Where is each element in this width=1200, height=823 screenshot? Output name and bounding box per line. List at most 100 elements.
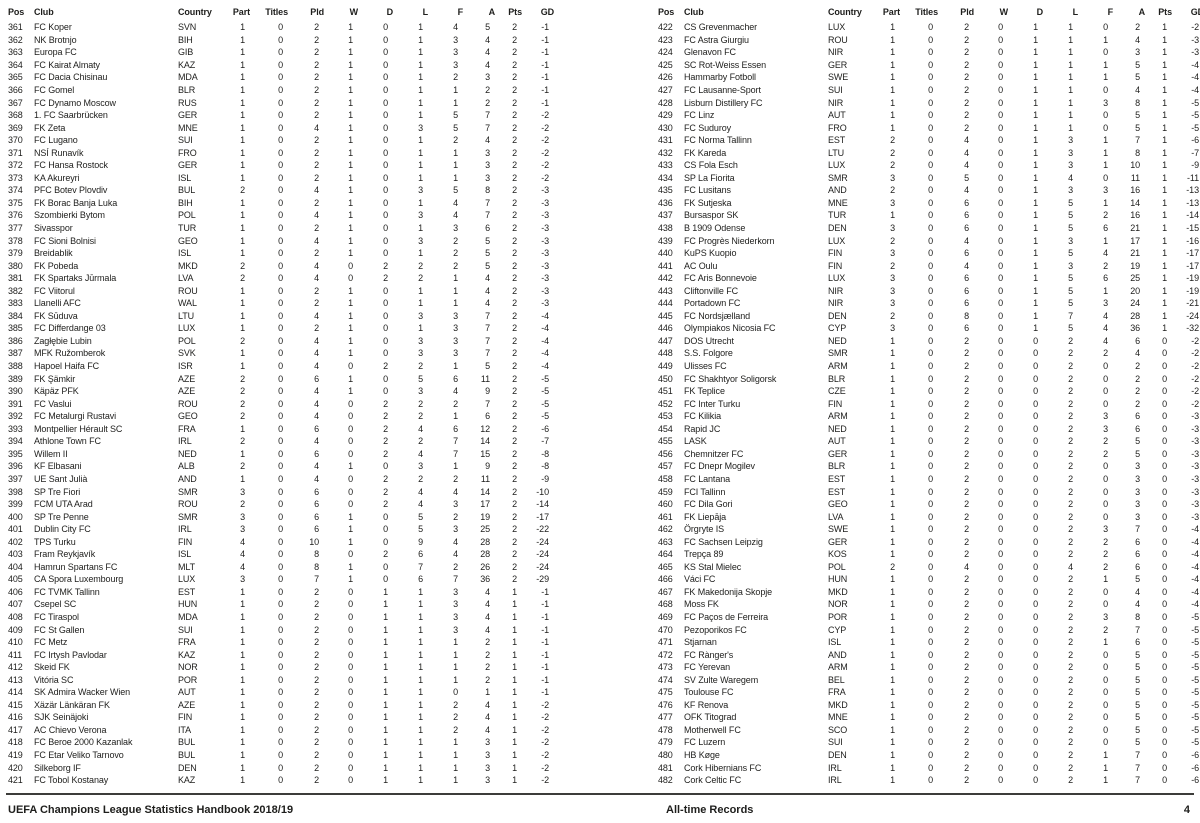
cell-gd: -13 — [1186, 197, 1199, 208]
cell-club: FC Lusitans — [684, 185, 731, 196]
cell-part: 2 — [240, 411, 245, 422]
cell-club: SP La Fiorita — [684, 172, 735, 183]
cell-pld: 2 — [964, 662, 969, 673]
cell-pts: 2 — [512, 210, 517, 221]
cell-gd: -21 — [1186, 298, 1199, 309]
cell-pld: 2 — [314, 285, 319, 296]
cell-country: MLT — [178, 561, 196, 572]
cell-f: 3 — [453, 524, 458, 535]
cell-w: 0 — [348, 549, 353, 560]
cell-club: FC TVMK Tallinn — [34, 586, 100, 597]
cell-country: AZE — [178, 699, 196, 710]
cell-gd: -2 — [541, 122, 549, 133]
cell-pld: 4 — [314, 235, 319, 246]
cell-d: 0 — [1033, 599, 1038, 610]
cell-l: 6 — [418, 549, 423, 560]
cell-f: 0 — [1103, 47, 1108, 58]
cell-f: 1 — [1103, 574, 1108, 585]
cell-club: Cliftonville FC — [684, 285, 739, 296]
cell-pld: 2 — [314, 712, 319, 723]
cell-a: 7 — [1135, 749, 1140, 760]
cell-a: 3 — [485, 749, 490, 760]
cell-titles: 0 — [928, 574, 933, 585]
cell-pld: 6 — [314, 499, 319, 510]
cell-f: 1 — [453, 662, 458, 673]
cell-w: 0 — [998, 248, 1003, 259]
cell-w: 0 — [998, 47, 1003, 58]
cell-part: 2 — [240, 461, 245, 472]
cell-pos: 426 — [658, 72, 673, 83]
cell-gd: -3 — [541, 273, 549, 284]
cell-gd: -3 — [1191, 461, 1199, 472]
cell-titles: 0 — [278, 674, 283, 685]
cell-pld: 2 — [964, 85, 969, 95]
cell-pos: 479 — [658, 737, 673, 748]
cell-part: 1 — [240, 775, 245, 786]
cell-l: 1 — [1068, 122, 1073, 133]
cell-pts: 1 — [512, 737, 517, 748]
cell-country: GER — [178, 110, 198, 121]
cell-country: POL — [828, 561, 846, 572]
cell-a: 10 — [1130, 160, 1140, 171]
cell-country: GEO — [178, 235, 198, 246]
cell-d: 1 — [1033, 235, 1038, 246]
cell-club: FCM UTA Arad — [34, 499, 93, 510]
cell-pos: 406 — [8, 586, 23, 597]
cell-country: POR — [178, 674, 198, 685]
cell-club: PFC Botev Plovdiv — [34, 185, 108, 196]
cell-titles: 0 — [928, 147, 933, 158]
cell-club: CS Fola Esch — [684, 160, 738, 171]
cell-l: 5 — [1068, 298, 1073, 309]
cell-pld: 10 — [309, 536, 319, 547]
cell-pts: 0 — [1162, 749, 1167, 760]
cell-titles: 0 — [278, 285, 283, 296]
cell-titles: 0 — [928, 335, 933, 346]
cell-w: 0 — [998, 122, 1003, 133]
cell-d: 1 — [383, 712, 388, 723]
col-header-d: D — [386, 6, 393, 17]
cell-gd: -1 — [541, 624, 549, 635]
cell-part: 1 — [240, 210, 245, 221]
cell-country: ROU — [828, 34, 848, 45]
cell-pld: 4 — [964, 147, 969, 158]
cell-pts: 2 — [512, 323, 517, 334]
cell-w: 0 — [998, 611, 1003, 622]
cell-country: ROU — [178, 285, 198, 296]
cell-club: Hapoel Haifa FC — [34, 361, 100, 372]
cell-club: FK Liepāja — [684, 511, 727, 522]
cell-w: 0 — [998, 749, 1003, 760]
cell-pts: 1 — [512, 699, 517, 710]
cell-l: 2 — [1068, 348, 1073, 359]
cell-f: 7 — [453, 448, 458, 459]
cell-a: 7 — [485, 323, 490, 334]
cell-w: 0 — [998, 273, 1003, 284]
cell-a: 8 — [1135, 611, 1140, 622]
cell-pts: 1 — [512, 624, 517, 635]
cell-pts: 2 — [512, 172, 517, 183]
cell-f: 2 — [1103, 536, 1108, 547]
cell-gd: -5 — [1191, 687, 1199, 698]
cell-pts: 0 — [1162, 649, 1167, 660]
cell-club: FC Aris Bonnevoie — [684, 273, 757, 284]
cell-f: 0 — [1103, 662, 1108, 673]
cell-f: 0 — [1103, 687, 1108, 698]
cell-l: 2 — [1068, 586, 1073, 597]
cell-w: 0 — [348, 687, 353, 698]
cell-part: 1 — [890, 524, 895, 535]
cell-part: 1 — [240, 34, 245, 45]
cell-club: FC Astra Giurgiu — [684, 34, 749, 45]
cell-d: 0 — [1033, 662, 1038, 673]
cell-pld: 7 — [314, 574, 319, 585]
cell-a: 2 — [1135, 386, 1140, 397]
cell-titles: 0 — [278, 361, 283, 372]
cell-club: SV Zulte Waregem — [684, 674, 759, 685]
cell-f: 4 — [453, 22, 458, 33]
cell-l: 2 — [1068, 749, 1073, 760]
cell-pld: 2 — [314, 662, 319, 673]
cell-l: 1 — [418, 749, 423, 760]
cell-club: FC Metalurgi Rustavi — [34, 411, 117, 422]
cell-f: 1 — [1103, 749, 1108, 760]
cell-a: 6 — [1135, 411, 1140, 422]
table-row: 375 FK Borac Banja Luka BIH 1 0 2 1 0 1 4 7 2 -3 — [8, 197, 554, 210]
